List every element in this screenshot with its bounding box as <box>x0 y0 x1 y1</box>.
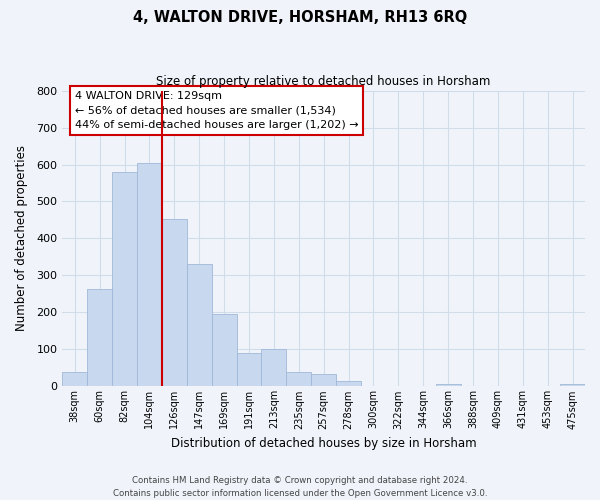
Bar <box>286 372 311 386</box>
Bar <box>112 172 137 386</box>
Bar <box>87 289 112 386</box>
Y-axis label: Number of detached properties: Number of detached properties <box>15 146 28 332</box>
Bar <box>436 384 461 386</box>
Bar <box>336 381 361 386</box>
Bar <box>162 219 187 386</box>
Text: 4, WALTON DRIVE, HORSHAM, RH13 6RQ: 4, WALTON DRIVE, HORSHAM, RH13 6RQ <box>133 10 467 25</box>
Bar <box>137 164 162 386</box>
X-axis label: Distribution of detached houses by size in Horsham: Distribution of detached houses by size … <box>171 437 476 450</box>
Bar <box>212 314 236 386</box>
Title: Size of property relative to detached houses in Horsham: Size of property relative to detached ho… <box>157 75 491 88</box>
Bar <box>560 384 585 386</box>
Bar <box>62 372 87 386</box>
Bar <box>311 374 336 386</box>
Text: 4 WALTON DRIVE: 129sqm
← 56% of detached houses are smaller (1,534)
44% of semi-: 4 WALTON DRIVE: 129sqm ← 56% of detached… <box>75 90 358 130</box>
Bar <box>187 264 212 386</box>
Bar <box>236 353 262 386</box>
Bar <box>262 349 286 387</box>
Text: Contains HM Land Registry data © Crown copyright and database right 2024.
Contai: Contains HM Land Registry data © Crown c… <box>113 476 487 498</box>
